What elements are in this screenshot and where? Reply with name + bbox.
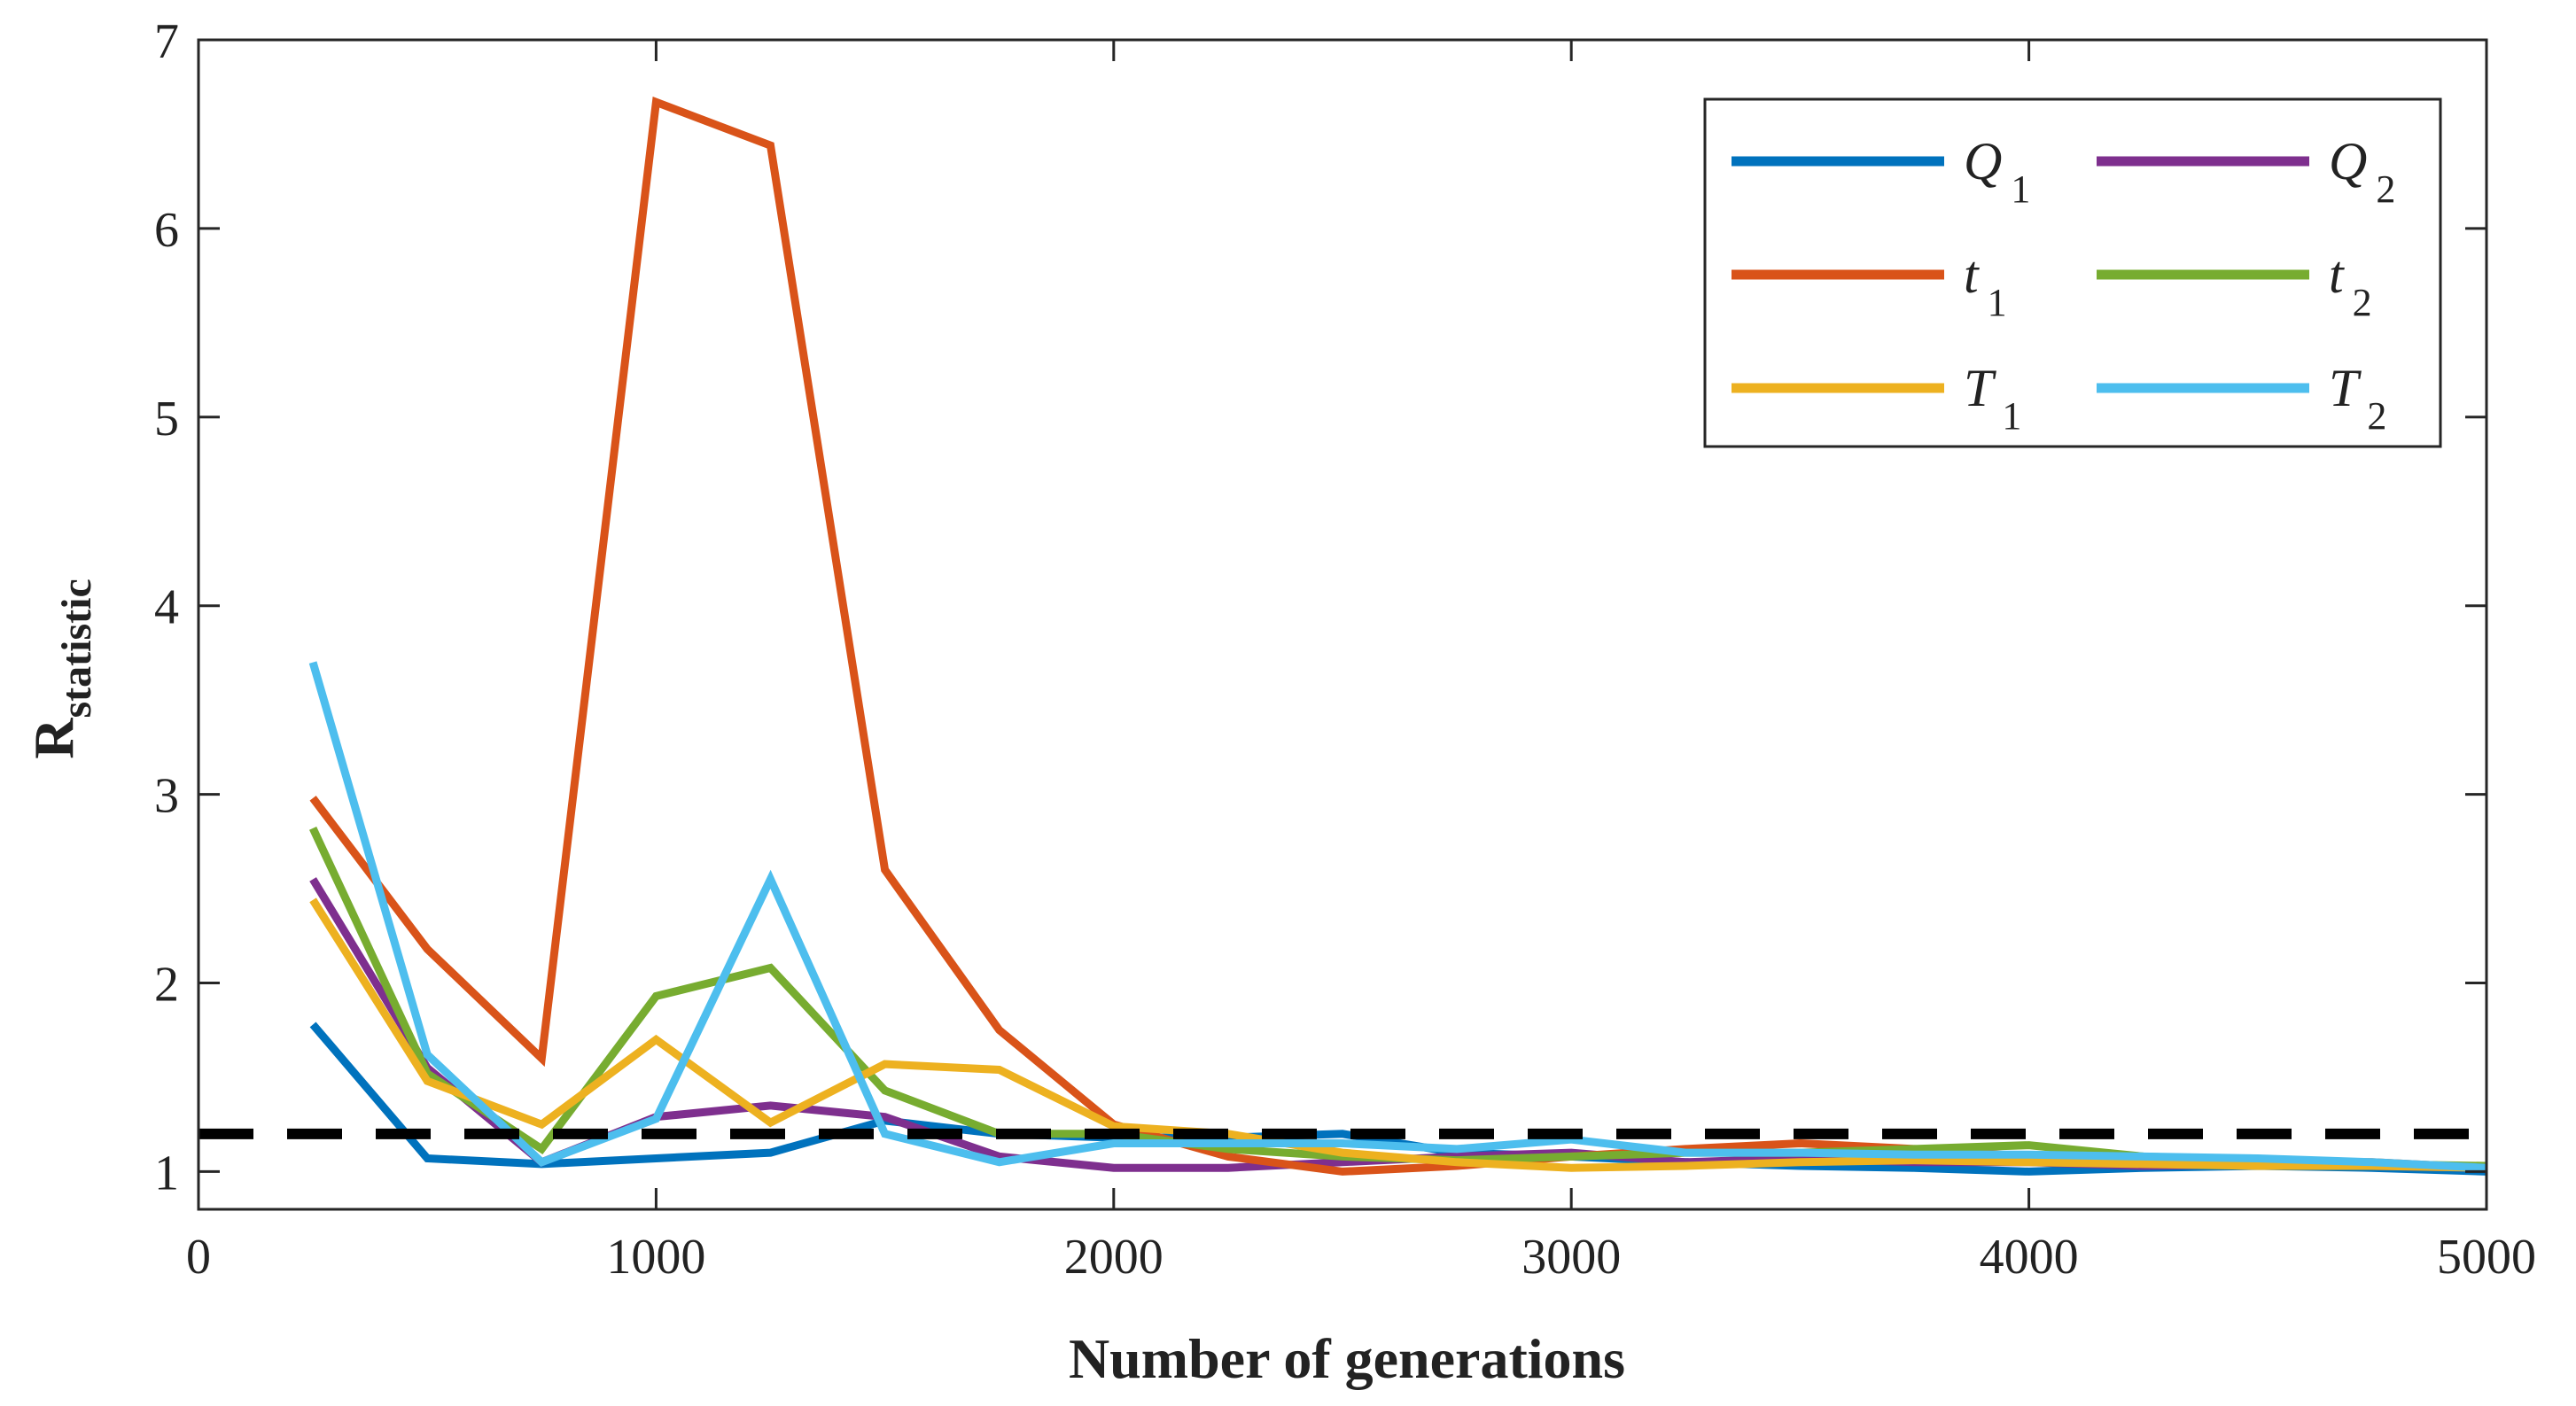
legend: Q 1 Q 2 t 1 t 2 T 1 T 2 — [1703, 97, 2442, 448]
y-axis-title-subscript: statistic — [53, 579, 100, 718]
x-tick-label: 2000 — [1064, 1230, 1163, 1285]
y-axis-title-main: R — [22, 718, 85, 759]
x-tick-label: 0 — [186, 1230, 211, 1285]
y-tick-label: 4 — [154, 580, 179, 635]
y-tick-label: 1 — [154, 1146, 179, 1200]
x-axis-title: Number of generations — [1069, 1327, 1625, 1390]
axes-box — [197, 38, 2488, 1211]
y-tick-label: 6 — [154, 203, 179, 258]
series-line-T1-4 — [309, 897, 2487, 1172]
y-tick-label: 3 — [154, 769, 179, 824]
y-axis-title: Rstatistic — [22, 579, 100, 759]
x-tick-label: 4000 — [1980, 1230, 2079, 1285]
y-tick-label: 5 — [154, 392, 179, 447]
x-tick-label: 3000 — [1521, 1230, 1621, 1285]
series-line-T2-5 — [308, 661, 2487, 1172]
axes: 0 1000 2000 3000 4000 5000 1 2 3 4 5 6 7 — [154, 14, 2536, 1285]
plot-area — [198, 97, 2487, 1176]
x-tick-label: 1000 — [606, 1230, 705, 1285]
y-tick-label: 2 — [154, 958, 179, 1013]
x-tick-label: 5000 — [2437, 1230, 2536, 1285]
series-line-t2-3 — [309, 826, 2487, 1170]
y-tick-label: 7 — [154, 14, 179, 69]
